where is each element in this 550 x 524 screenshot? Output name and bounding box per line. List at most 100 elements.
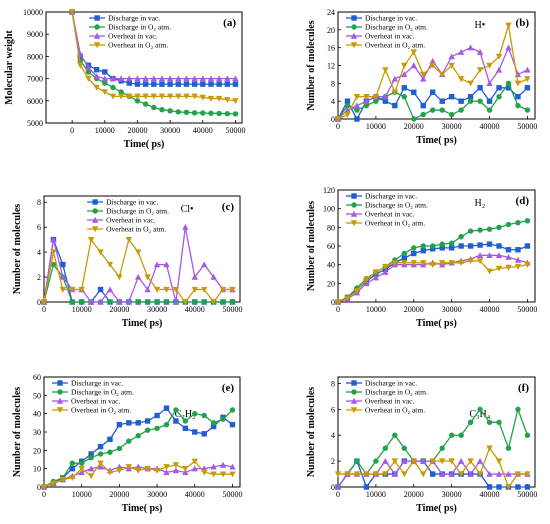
data-point [334, 299, 342, 306]
x-tick-label: 10000 [366, 305, 386, 314]
data-point [486, 241, 493, 247]
data-point [411, 245, 417, 251]
data-point [429, 57, 436, 64]
x-tick-label: 20000 [404, 490, 424, 499]
data-point [126, 420, 132, 426]
data-point [486, 419, 493, 425]
data-point [505, 221, 512, 228]
data-point [438, 260, 446, 266]
x-tick-label: 30000 [442, 122, 462, 131]
y-tick-label: 8 [331, 79, 335, 88]
data-point [109, 93, 117, 100]
data-point [182, 465, 189, 472]
data-point [126, 93, 133, 100]
data-point [486, 470, 493, 477]
data-point [439, 241, 445, 247]
data-point [229, 471, 236, 478]
species-label: H• [474, 20, 485, 31]
data-point [391, 458, 399, 465]
data-point [448, 62, 455, 69]
plot-frame [337, 376, 536, 488]
legend-entry: Overheat in O₂ atm. [365, 219, 425, 228]
data-point [158, 75, 166, 82]
data-point [382, 471, 389, 478]
data-point [50, 261, 57, 268]
data-point [201, 299, 207, 305]
data-point [216, 81, 222, 87]
panel-a: 0 10000 20000 30000 40000 50000 5000 6000 7000 80… [4, 8, 245, 150]
panel-label: (e) [222, 382, 235, 394]
data-point [93, 73, 100, 80]
x-axis-label: Time( ps) [416, 135, 457, 146]
data-point [97, 249, 104, 256]
species-label: C₃H₄ [469, 409, 490, 420]
data-point [208, 81, 214, 87]
y-tick-label: 0 [331, 298, 335, 307]
data-point [175, 75, 182, 82]
data-point [382, 93, 389, 100]
data-point [439, 245, 445, 251]
series-1 [41, 261, 236, 305]
data-point [97, 463, 104, 470]
legend-marker [57, 389, 63, 395]
data-point [448, 470, 455, 477]
data-point [78, 460, 85, 466]
data-point [200, 261, 208, 268]
data-point [154, 412, 160, 419]
data-point [476, 67, 484, 74]
data-point [486, 80, 493, 87]
legend-entry: Discharge in O₂ atm. [108, 23, 171, 32]
data-point [334, 116, 342, 123]
legend-entry: Discharge in vac. [365, 379, 417, 388]
y-tick-label: 50 [33, 391, 41, 400]
data-point [229, 299, 236, 305]
data-point [476, 252, 484, 259]
x-tick-label: 10000 [366, 490, 386, 499]
data-point [515, 484, 521, 490]
data-point [87, 236, 95, 243]
data-point [420, 111, 426, 118]
x-tick-label: 50000 [225, 126, 245, 135]
data-point [505, 85, 512, 91]
y-tick-label: 0 [37, 483, 41, 492]
data-point [401, 260, 408, 266]
data-point [363, 276, 370, 283]
y-tick-label: 4 [331, 97, 335, 106]
data-point [78, 286, 85, 293]
data-point [353, 288, 361, 294]
y-tick-label: 6 [331, 405, 335, 414]
y-tick-label: 4 [331, 431, 335, 440]
data-point [183, 109, 190, 116]
data-point [199, 75, 206, 82]
data-point [69, 286, 76, 293]
legend-marker [350, 220, 358, 227]
data-point [144, 427, 151, 433]
y-tick-label: 120 [323, 186, 335, 195]
data-point [50, 480, 57, 487]
data-point [467, 94, 474, 100]
data-point [496, 243, 502, 249]
legend-entry: Discharge in O₂ atm. [71, 388, 134, 397]
series-0 [41, 236, 236, 305]
data-point [192, 429, 198, 435]
data-point [142, 81, 149, 87]
data-point [215, 95, 223, 102]
data-point [458, 107, 464, 113]
data-point [411, 250, 417, 257]
data-point [401, 255, 407, 261]
data-point [496, 419, 502, 425]
data-point [207, 75, 215, 82]
data-point [477, 98, 483, 104]
x-tick-label: 0 [70, 126, 74, 135]
data-point [448, 458, 455, 465]
data-point [101, 89, 108, 96]
data-point [353, 471, 361, 478]
legend: Discharge in vac.Discharge in O₂ atm.Ove… [346, 14, 428, 50]
data-point [232, 75, 239, 82]
x-axis-label: Time( ps) [416, 503, 457, 514]
data-point [216, 110, 222, 117]
data-point [201, 431, 207, 437]
data-point [401, 85, 407, 91]
data-point [85, 75, 92, 82]
data-point [110, 84, 116, 91]
